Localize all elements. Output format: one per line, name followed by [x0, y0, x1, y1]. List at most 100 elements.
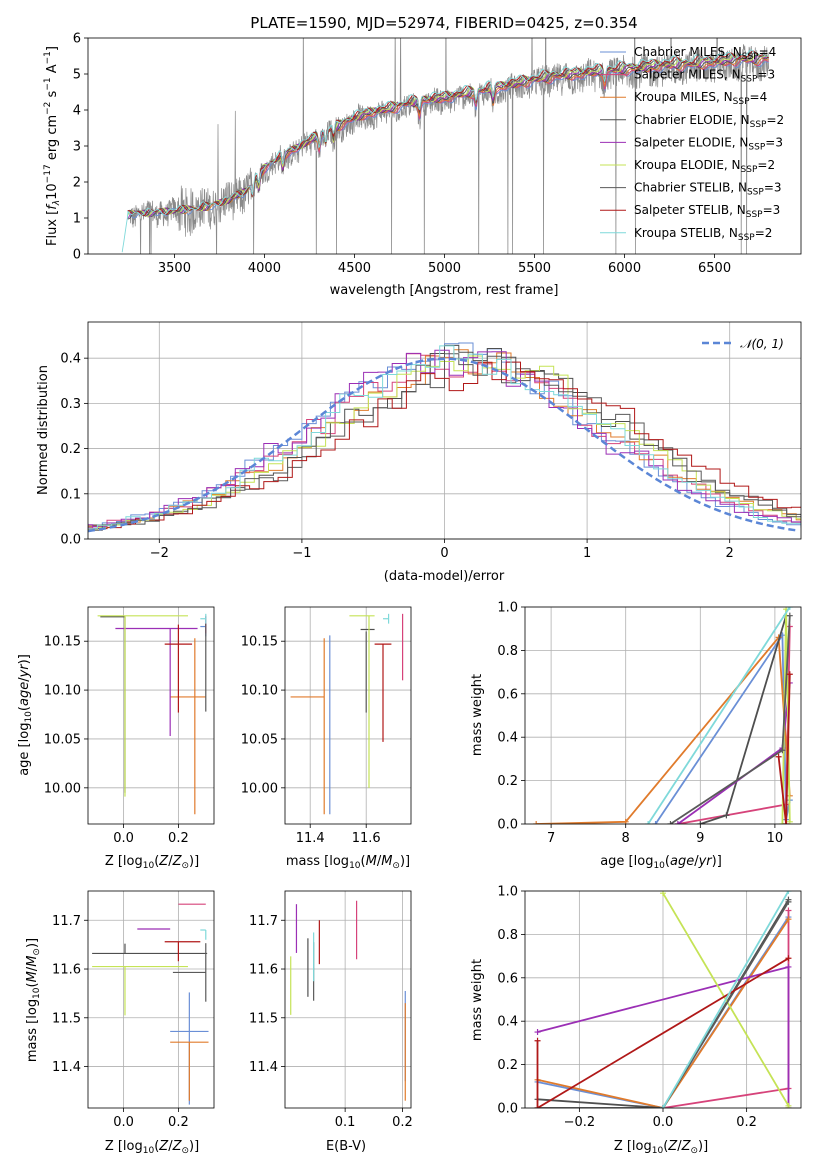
weight-marker: [534, 1037, 541, 1044]
y-tick-label: 0.0: [60, 533, 81, 548]
x-tick-label: 0.2: [168, 831, 189, 846]
weight-marker: [785, 963, 792, 970]
legend-label: Chabrier MILES, NSSP=4: [634, 45, 776, 62]
x-tick-label: 3500: [158, 261, 191, 276]
y-tick-label: 10.10: [44, 684, 81, 699]
residuals-panel: −2 −1 0 1 2 0.0 0.1 0.2 0.3 0.4 (data-model)/erro…: [36, 321, 802, 584]
y-tick-label: 10.00: [44, 781, 81, 796]
residuals-xlabel: (data-model)/error: [384, 569, 505, 584]
y-tick-label: 10.15: [44, 635, 81, 650]
weight-marker: [534, 1105, 541, 1108]
weight-line: [777, 674, 791, 824]
legend-label: Salpeter ELODIE, NSSP=3: [634, 135, 783, 152]
age-vs-mass-plot-area: 11.4 11.6 10.00 10.05 10.10 10.15: [241, 606, 412, 846]
y-tick-label: 11.5: [249, 1011, 278, 1026]
x-tick-label: 1: [583, 546, 591, 561]
residuals-plot-area: −2 −1 0 1 2 0.0 0.1 0.2 0.3 0.4: [60, 321, 802, 561]
weight-marker: [534, 1029, 541, 1036]
x-tick-label: 0.0: [113, 831, 134, 846]
y-tick-label: 2: [73, 176, 81, 191]
gaussian-curve: [88, 357, 799, 533]
x-tick-label: 11.6: [352, 831, 381, 846]
residual-histogram: [88, 361, 801, 530]
mass-vs-ebv-plot-area: 0.1 0.2 11.4 11.5 11.6 11.7: [249, 890, 413, 1130]
x-tick-label: 5000: [428, 261, 461, 276]
x-tick-label: 5500: [518, 261, 551, 276]
weight-vs-z-ylabel: mass weight: [470, 959, 485, 1041]
errorbar-point: [200, 613, 207, 624]
y-tick-label: 0.2: [60, 442, 81, 457]
y-tick-label: 0.6: [497, 687, 518, 702]
spectrum-xlabel: wavelength [Angstrom, rest frame]: [330, 283, 559, 298]
y-tick-label: 0.4: [497, 1015, 518, 1030]
legend-label: Salpeter MILES, NSSP=3: [634, 68, 775, 85]
y-tick-label: 10.05: [44, 732, 81, 747]
x-tick-label: 4000: [248, 261, 281, 276]
x-tick-label: 6500: [698, 261, 731, 276]
spectrum-model-line: [127, 50, 769, 217]
spectrum-plot-area: 3500 4000 4500 5000 5500 6000 6500 0 1 2 3 4 5 6: [73, 32, 802, 276]
errorbar-point: [164, 624, 193, 713]
weight-marker: [785, 916, 792, 923]
y-tick-label: 11.4: [249, 1060, 278, 1075]
axes-frame: [524, 606, 802, 825]
x-tick-label: 9: [696, 831, 704, 846]
x-tick-label: 11.4: [296, 831, 325, 846]
spectrum-title: PLATE=1590, MJD=52974, FIBERID=0425, z=0…: [250, 14, 637, 32]
y-tick-label: 11.4: [52, 1060, 81, 1075]
y-tick-label: 11.7: [52, 914, 81, 929]
weight-marker: [785, 891, 792, 894]
weight-marker: [660, 1105, 666, 1108]
weight-marker: [785, 1105, 792, 1108]
y-tick-label: 11.6: [52, 963, 81, 978]
legend-label: Kroupa STELIB, NSSP=2: [634, 226, 772, 243]
weight-marker: [785, 907, 792, 914]
weight-marker: [779, 821, 786, 824]
weight-lines: [534, 891, 792, 1108]
weight-marker: [775, 753, 782, 760]
y-tick-label: 0.2: [497, 1058, 518, 1073]
weight-marker: [786, 607, 793, 610]
legend-label: Kroupa ELODIE, NSSP=2: [634, 158, 775, 175]
errorbar-point: [383, 613, 390, 624]
weight-marker: [785, 898, 792, 905]
x-tick-label: −0.2: [564, 1115, 596, 1130]
y-tick-label: 10.00: [241, 781, 278, 796]
weight-marker: [786, 671, 793, 678]
weight-marker: [786, 612, 793, 619]
residual-histograms: [88, 342, 801, 533]
weight-marker: [667, 821, 674, 824]
x-tick-label: 0: [440, 546, 448, 561]
y-tick-label: 1: [73, 212, 81, 227]
spectrum-model-line: [121, 49, 769, 253]
errorbars: [290, 613, 404, 815]
x-tick-label: 8: [622, 831, 630, 846]
y-tick-label: 0.4: [497, 731, 518, 746]
x-tick-label: 0.1: [335, 1115, 356, 1130]
y-tick-label: 6: [73, 32, 81, 47]
x-tick-label: 10: [767, 831, 784, 846]
x-tick-label: 0.2: [736, 1115, 757, 1130]
axes-frame: [87, 890, 215, 1109]
x-tick-label: 0.0: [653, 1115, 674, 1130]
x-tick-label: −2: [150, 546, 169, 561]
y-tick-label: 0.4: [60, 352, 81, 367]
y-tick-label: 1.0: [497, 601, 518, 616]
errorbar-point: [170, 1041, 209, 1101]
y-tick-label: 0.3: [60, 397, 81, 412]
x-tick-label: 0.0: [113, 1115, 134, 1130]
weight-vs-age-plot-area: 7 8 9 10 0.0 0.2 0.4 0.6 0.8 1.0: [497, 601, 802, 846]
y-tick-label: 11.5: [52, 1011, 81, 1026]
y-tick-label: 0.8: [497, 928, 518, 943]
spectrum-model-line: [127, 51, 769, 217]
errorbar-point: [97, 615, 188, 797]
y-tick-label: 0.1: [60, 487, 81, 502]
errorbar-point: [349, 615, 375, 788]
age-vs-mass-xlabel: mass [log10(M/M⊙)]: [286, 854, 410, 871]
mass-vs-z-panel: 0.0 0.2 11.4 11.5 11.6 11.7 Z [log10(Z/Z⊙)] m…: [25, 890, 215, 1156]
weight-vs-z-xlabel: Z [log10(Z/Z⊙)]: [614, 1139, 708, 1156]
weight-line: [537, 918, 790, 1108]
x-tick-label: 4500: [338, 261, 371, 276]
y-tick-label: 10.05: [241, 732, 278, 747]
